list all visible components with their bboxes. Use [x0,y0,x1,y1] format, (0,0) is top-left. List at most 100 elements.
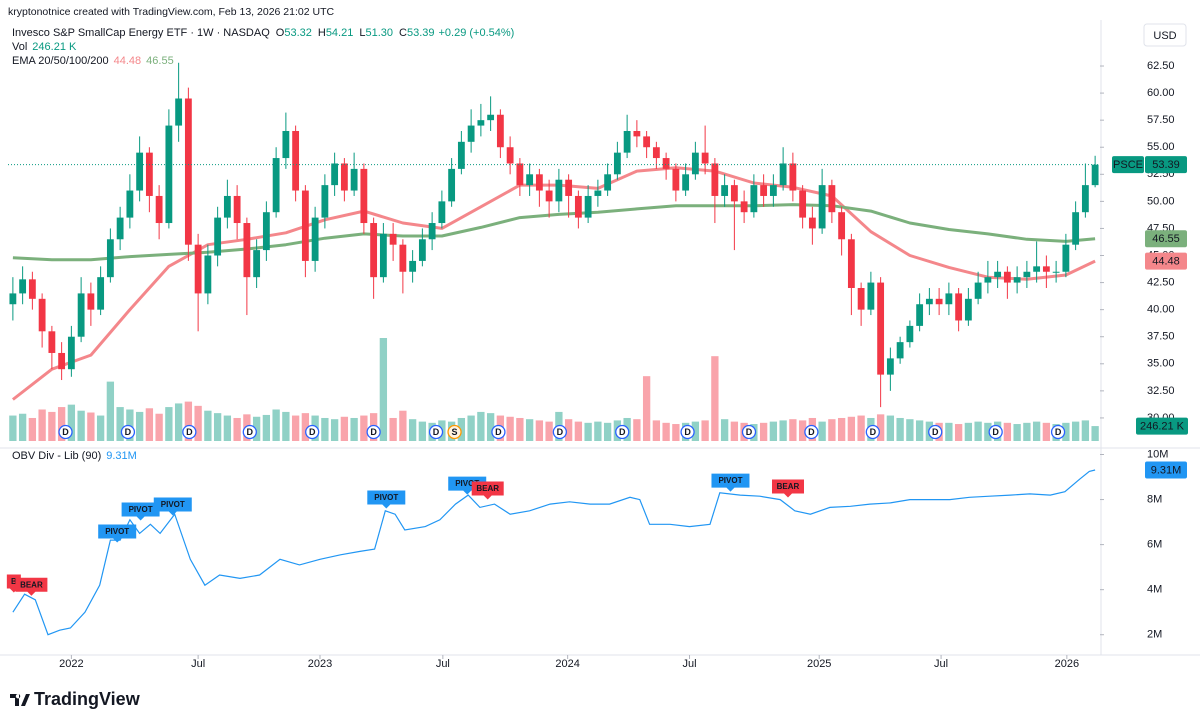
legend-volume: Vol 246.21 K [12,41,77,53]
logo-icon [10,694,30,706]
volume-bar [77,410,85,441]
annotation-label: BEAR [777,482,800,491]
volume-bar [457,417,466,441]
volume-bar [818,421,826,441]
volume-bar [67,404,76,441]
candle-body [175,98,183,126]
currency-box[interactable] [1143,23,1187,47]
volume-bar [282,411,290,441]
volume-value: 246.21 K [32,41,77,53]
volume-bar [847,416,856,441]
volume-bar [584,422,592,441]
candle-body [828,185,836,213]
candle-body [48,331,56,353]
event-label: D [808,427,815,437]
event-marker [804,424,819,440]
annotation-label: PIVOT [129,505,153,514]
candle-body [516,163,524,186]
x-tick-label: Jul [436,658,450,670]
volume-bar [184,401,193,441]
volume-bar [486,413,495,441]
volume-bar [262,414,271,441]
candle-body [233,195,241,224]
volume-bar [155,413,163,441]
ema-label: 44.48 [1152,256,1180,268]
candle-body [38,298,46,332]
candle-body [925,298,933,305]
volume-label-box [1136,417,1188,435]
event-marker [120,424,136,440]
candle-body [331,163,339,186]
candle-body [223,195,231,218]
candle-body [1052,271,1060,273]
event-label: S [452,427,458,437]
candle-body [1023,271,1031,278]
volume-bar [1003,422,1012,441]
annotation-box [772,479,804,498]
candle-body [916,304,924,326]
candle-body [623,130,631,153]
candle-body [662,158,670,169]
currency[interactable]: USD [1153,30,1176,42]
annotation-box [471,481,504,500]
y-tick-label: 57.50 [1147,114,1175,126]
ema-value: 46.55 [146,55,174,67]
candle-body [1091,164,1099,186]
candle-body [838,212,846,240]
volume-bar [9,415,17,441]
volume-bar [96,415,105,441]
quote-key: O [276,27,285,39]
candle-body [477,120,485,126]
candle-body [613,152,621,175]
event-label: D [557,427,564,437]
symbol-label: PSCE [1113,159,1143,171]
candle-body [106,239,114,278]
y-tick-label: 37.50 [1147,331,1175,343]
volume-bar [779,420,787,441]
quote-value: 51.30 [365,27,393,39]
candle-body [1013,277,1021,283]
volume-bar [603,422,612,441]
volume-bar [48,411,56,441]
candle-body [789,163,797,191]
legend-ema: EMA 20/50/100/200 44.48 46.55 [12,55,174,67]
candle-body [877,282,885,375]
volume-bar [399,410,407,441]
event-marker [428,424,444,440]
candle-body [994,271,1002,278]
candle-body [984,277,992,283]
candle-body [545,190,553,202]
volume-bar [798,420,807,441]
event-label: D [495,427,502,437]
candle-body [955,293,963,321]
volume-bar [642,376,651,441]
candle-body [721,185,729,196]
candle-body [97,277,105,310]
candle-body [604,174,612,191]
candle-body [19,279,27,294]
y-tick-label: 40.00 [1147,304,1175,316]
y-tick-label: 50.00 [1147,195,1175,207]
volume-bar [984,422,992,441]
volume-bar [301,413,310,441]
candle-body [945,293,953,305]
candle-body [584,195,592,218]
candle-body [964,298,972,321]
ema-label-box [1145,230,1187,248]
candle-body [370,223,378,278]
volume-bar [389,417,397,441]
candle-body [906,325,914,343]
volume-bar [350,417,358,441]
candle-body [165,125,173,224]
volume-bar [594,421,602,441]
candle-body [974,282,982,299]
ema-value: 44.48 [114,55,142,67]
candle-body [769,185,777,196]
event-label: D [247,427,254,437]
volume-bar [165,407,173,441]
volume-bar [701,420,709,441]
volume-bar [18,413,27,441]
y-tick-label: 55.00 [1147,141,1175,153]
x-tick-label: 2024 [555,658,579,670]
volume-bar [720,419,729,441]
